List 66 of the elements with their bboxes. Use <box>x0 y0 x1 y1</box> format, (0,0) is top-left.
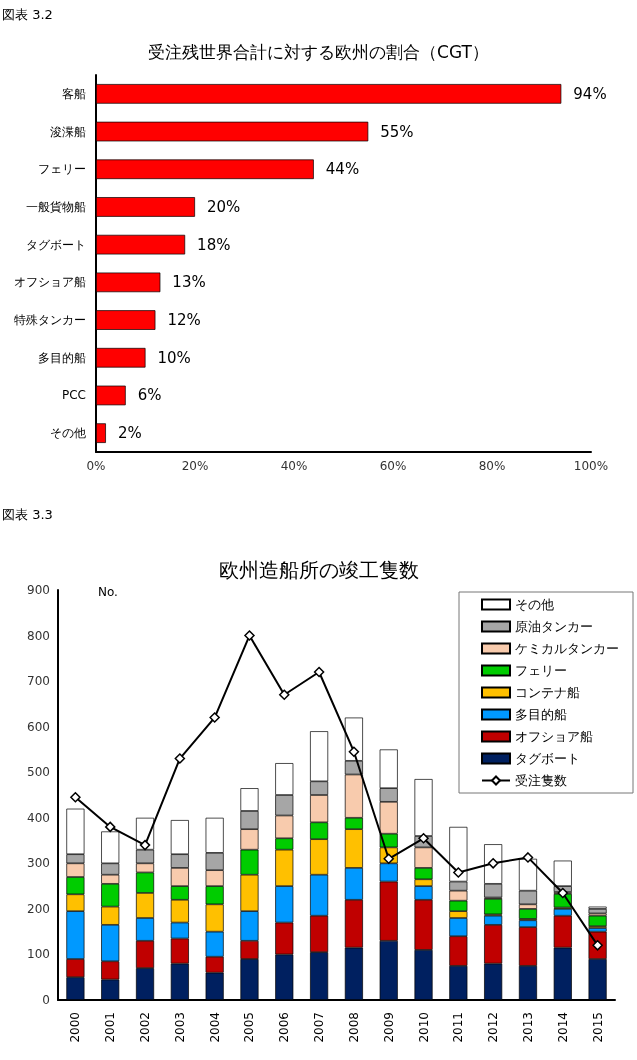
data-label: 10% <box>157 348 191 367</box>
text: 図表 3.3 <box>2 507 53 522</box>
y-tick-label: 0 <box>42 993 50 1007</box>
legend-label: その他 <box>515 597 554 612</box>
legend-label: フェリー <box>515 663 567 678</box>
chart-title: 欧州造船所の竣工隻数 <box>218 558 419 582</box>
x-tick-label: 2011 <box>451 1012 466 1043</box>
x-tick-label: 100% <box>573 459 609 473</box>
data-label: 12% <box>167 311 201 330</box>
y-tick-label: 700 <box>27 674 50 689</box>
y-tick-label: その他 <box>50 426 86 441</box>
y-tick-label: 300 <box>27 856 50 871</box>
x-tick-label: 2006 <box>277 1012 292 1043</box>
y-tick-label: 800 <box>27 628 50 643</box>
x-tick-label: 2013 <box>520 1012 535 1043</box>
y-tick-label: 一般貨物船 <box>26 199 86 214</box>
x-tick-label: 20% <box>181 459 209 473</box>
data-label: 6% <box>137 386 162 405</box>
data-label: 44% <box>325 160 360 179</box>
x-tick-label: 0% <box>86 459 106 473</box>
x-tick-label: 2009 <box>381 1012 396 1043</box>
legend-label: オフショア船 <box>515 729 593 744</box>
y-tick-label: フェリー <box>38 162 86 177</box>
data-label: 20% <box>207 197 241 216</box>
x-tick-label: 60% <box>379 459 407 473</box>
y-tick-label: 100 <box>27 947 50 962</box>
y-tick-label: 600 <box>27 719 50 734</box>
y-tick-label: タグボート <box>26 237 86 252</box>
text: 図表 3.2 <box>2 7 53 22</box>
x-tick-label: 2007 <box>312 1012 327 1043</box>
x-tick-label: 2001 <box>103 1012 118 1043</box>
y-tick-label: 浚渫船 <box>50 124 86 139</box>
data-label: 2% <box>117 424 142 443</box>
x-tick-label: 2003 <box>172 1012 187 1043</box>
y-tick-label: 400 <box>27 810 50 825</box>
x-tick-label: 2005 <box>242 1012 257 1043</box>
x-tick-label: 2012 <box>486 1012 501 1043</box>
x-tick-label: 40% <box>280 459 308 473</box>
y-tick-label: 客船 <box>62 86 86 101</box>
y-axis-title: No. <box>98 585 118 599</box>
data-label: 13% <box>172 273 206 292</box>
legend-label: 受注隻数 <box>515 773 567 788</box>
y-tick-label: 特殊タンカー <box>14 313 86 328</box>
x-tick-label: 2004 <box>207 1012 222 1043</box>
y-tick-label: 900 <box>27 583 50 597</box>
x-tick-label: 2014 <box>555 1012 570 1043</box>
x-tick-label: 2015 <box>590 1012 605 1043</box>
y-tick-label: 200 <box>27 901 50 916</box>
legend-label: タグボート <box>515 751 580 766</box>
y-tick-label: 500 <box>27 765 50 780</box>
x-tick-label: 2010 <box>416 1012 431 1043</box>
data-label: 55% <box>380 122 414 141</box>
legend-label: 多目的船 <box>515 707 567 722</box>
legend-label: コンテナ船 <box>515 685 580 700</box>
x-tick-label: 2000 <box>68 1012 83 1043</box>
chart-title: 受注残世界合計に対する欧州の割合（CGT） <box>148 41 489 62</box>
x-tick-label: 80% <box>478 459 506 473</box>
y-tick-label: 多目的船 <box>38 350 86 365</box>
x-tick-label: 2008 <box>346 1012 361 1043</box>
legend-label: ケミカルタンカー <box>515 641 619 656</box>
data-label: 94% <box>573 84 607 103</box>
data-label: 18% <box>197 235 231 254</box>
y-tick-label: オフショア船 <box>14 275 86 290</box>
x-tick-label: 2002 <box>138 1012 153 1043</box>
y-tick-label: PCC <box>62 388 86 403</box>
legend-label: 原油タンカー <box>515 619 593 634</box>
